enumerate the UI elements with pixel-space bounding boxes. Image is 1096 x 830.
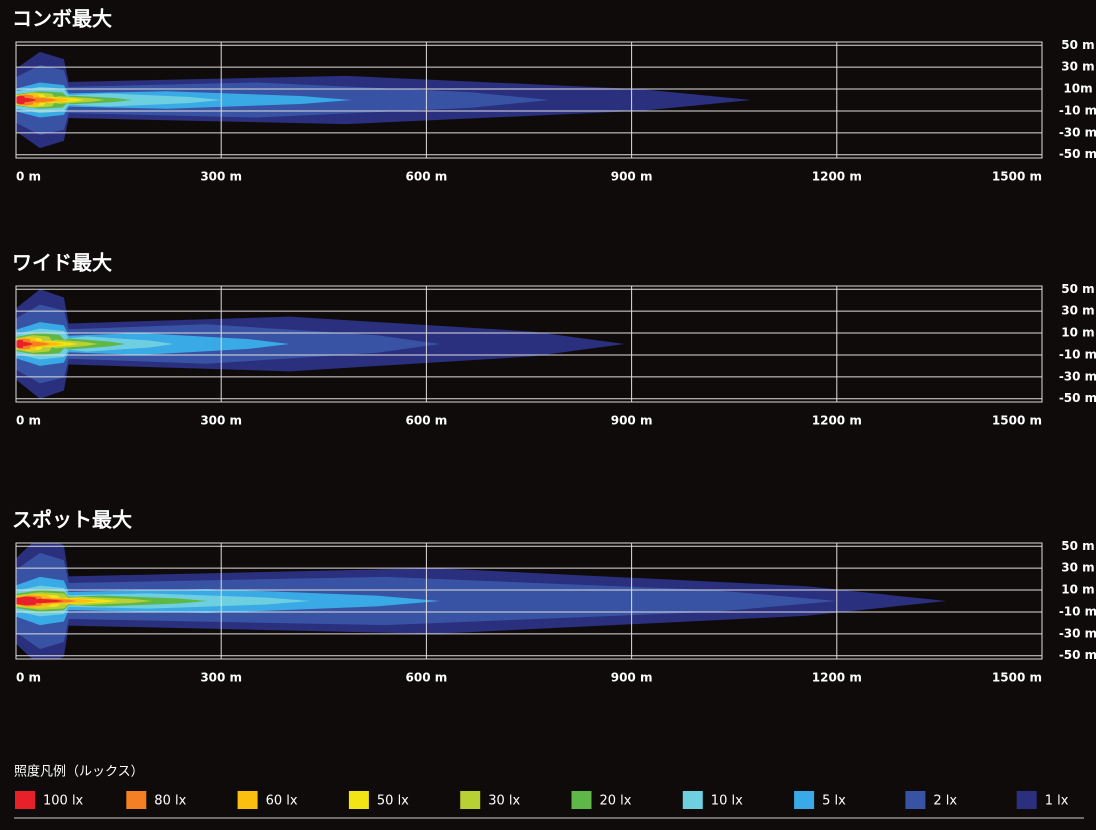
x-tick-label: 1500 m: [992, 671, 1042, 685]
x-tick-label: 900 m: [611, 414, 653, 428]
x-tick-label: 300 m: [200, 671, 242, 685]
legend-label: 5 lx: [822, 794, 846, 809]
x-tick-label: 0 m: [16, 414, 41, 428]
legend-swatch: [682, 791, 703, 809]
legend-label: 30 lx: [488, 794, 520, 809]
x-tick-label: 600 m: [406, 170, 448, 184]
x-tick-label: 1500 m: [992, 414, 1042, 428]
legend-label: 80 lx: [154, 794, 186, 809]
y-tick-label: -50 m: [1059, 391, 1096, 405]
x-tick-label: 0 m: [16, 671, 41, 685]
y-tick-label: 50 m: [1061, 282, 1094, 296]
y-tick-label: 30 m: [1061, 60, 1094, 74]
legend-label: 60 lx: [266, 794, 298, 809]
y-tick-label: -30 m: [1059, 626, 1096, 640]
y-tick-label: -50 m: [1059, 147, 1096, 161]
legend-label: 2 lx: [933, 794, 957, 809]
legend-title: 照度凡例（ルックス）: [14, 764, 144, 780]
x-tick-label: 300 m: [200, 170, 242, 184]
legend-swatch: [126, 791, 147, 809]
legend-label: 100 lx: [43, 794, 84, 809]
y-tick-label: 50 m: [1061, 38, 1094, 52]
legend-label: 20 lx: [600, 794, 632, 809]
chart-title: コンボ最大: [12, 7, 112, 31]
x-tick-label: 1200 m: [812, 414, 862, 428]
x-tick-label: 0 m: [16, 170, 41, 184]
legend-label: 10 lx: [711, 794, 743, 809]
y-tick-label: -10 m: [1059, 347, 1096, 361]
y-tick-label: -10 m: [1059, 103, 1096, 117]
y-tick-label: -10 m: [1059, 604, 1096, 618]
legend-swatch: [460, 791, 481, 809]
x-tick-label: 1200 m: [812, 671, 862, 685]
y-tick-label: -30 m: [1059, 369, 1096, 383]
legend-label: 1 lx: [1045, 794, 1069, 809]
contours: [16, 289, 625, 399]
y-tick-label: -50 m: [1059, 648, 1096, 662]
x-tick-label: 1200 m: [812, 170, 862, 184]
y-tick-label: 30 m: [1061, 304, 1094, 318]
y-tick-label: -30 m: [1059, 125, 1096, 139]
y-tick-label: 10m: [1063, 82, 1092, 96]
contours: [16, 543, 947, 659]
x-tick-label: 900 m: [611, 170, 653, 184]
legend-swatch: [794, 791, 815, 809]
legend-swatch: [237, 791, 258, 809]
legend-swatch: [1016, 791, 1037, 809]
legend-swatch: [571, 791, 592, 809]
x-tick-label: 300 m: [200, 414, 242, 428]
contour: [16, 339, 34, 349]
y-tick-label: 10 m: [1061, 583, 1094, 597]
legend-swatch: [905, 791, 926, 809]
chart-title: ワイド最大: [12, 251, 112, 275]
contour: [16, 596, 64, 606]
chart-title: スポット最大: [12, 508, 132, 532]
x-tick-label: 600 m: [406, 671, 448, 685]
legend-label: 50 lx: [377, 794, 409, 809]
y-tick-label: 10 m: [1061, 326, 1094, 340]
x-tick-label: 900 m: [611, 671, 653, 685]
y-tick-label: 30 m: [1061, 561, 1094, 575]
x-tick-label: 600 m: [406, 414, 448, 428]
legend-swatch: [348, 791, 369, 809]
y-tick-label: 50 m: [1061, 539, 1094, 553]
contour: [16, 95, 37, 105]
legend-swatch: [15, 791, 35, 809]
x-tick-label: 1500 m: [992, 170, 1042, 184]
contours: [16, 51, 752, 149]
